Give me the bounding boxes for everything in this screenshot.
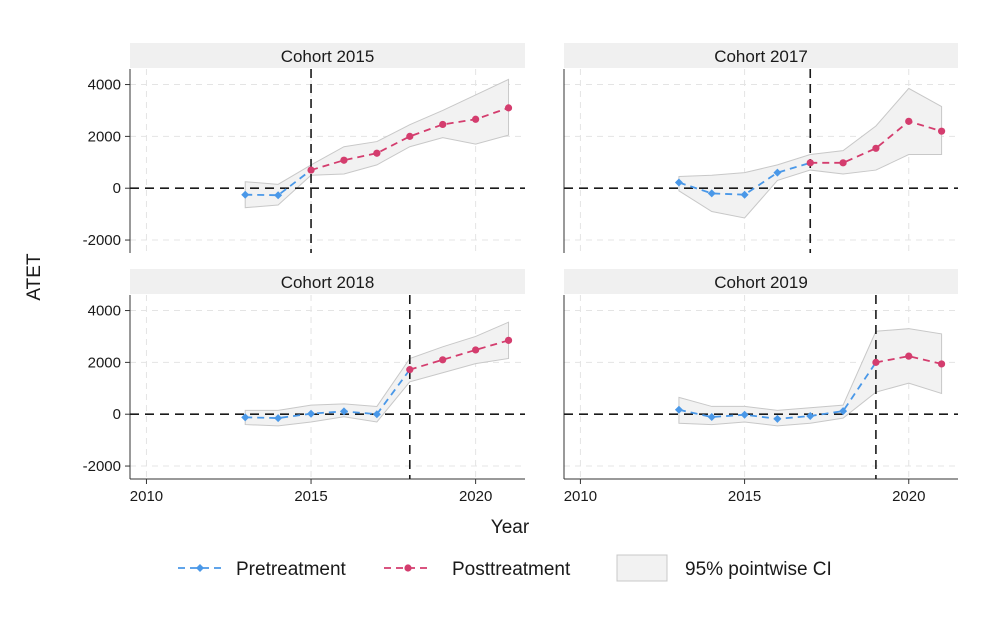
panel-cohort-2018: Cohort 2018 -2000 0 2000 4000 2010 2015 2020: [83, 269, 525, 505]
legend: Pretreatment Posttreatment 95% pointwise C…: [178, 554, 832, 582]
panel-title: Cohort 2017: [714, 47, 808, 66]
x-tick-label: 2015: [728, 488, 761, 505]
posttreatment-point: [472, 346, 480, 354]
posttreatment-point: [406, 132, 414, 140]
pretreatment-point: [740, 190, 749, 199]
legend-pretreatment-marker: [196, 564, 204, 572]
pretreatment-point: [339, 407, 348, 416]
posttreatment-point: [439, 120, 447, 129]
pretreatment-point: [674, 405, 683, 414]
panel-title: Cohort 2018: [281, 273, 375, 292]
pretreatment-point: [674, 178, 683, 187]
posttreatment-point: [340, 156, 348, 164]
y-tick-label: 4000: [88, 303, 121, 320]
panel-cohort-2015: Cohort 2015 -2000 0 2000 4000: [83, 43, 525, 253]
pretreatment-point: [740, 410, 749, 419]
x-tick-label: 2020: [459, 488, 492, 505]
y-tick-label: 0: [113, 406, 121, 423]
y-tick-label: -2000: [83, 458, 121, 475]
posttreatment-point: [806, 159, 814, 167]
pretreatment-point: [707, 189, 716, 198]
posttreatment-point: [504, 104, 513, 112]
posttreatment-point: [872, 144, 880, 152]
y-tick-label: 0: [113, 180, 121, 197]
pretreatment-line: [245, 369, 411, 420]
x-tick-label: 2010: [564, 488, 597, 505]
panel-cohort-2019: Cohort 2019 2010 2015 2020: [563, 269, 958, 505]
pretreatment-point: [773, 414, 782, 423]
posttreatment-line: [810, 120, 942, 164]
posttreatment-point: [472, 115, 480, 123]
legend-posttreatment-marker: [404, 564, 412, 572]
pretreatment-point: [274, 414, 283, 423]
posttreatment-point: [905, 117, 913, 125]
posttreatment-point: [937, 360, 946, 368]
x-tick-label: 2015: [294, 488, 327, 505]
legend-posttreatment-label: Posttreatment: [452, 559, 571, 580]
y-axis-title: ATET: [24, 253, 45, 301]
pretreatment-point: [307, 409, 316, 418]
y-tick-label: 2000: [88, 128, 121, 145]
posttreatment-point: [373, 149, 381, 157]
y-tick-label: -2000: [83, 232, 121, 249]
pretreatment-point: [372, 410, 381, 419]
pretreatment-point: [806, 412, 815, 421]
posttreatment-point: [905, 352, 913, 360]
ci-band: [244, 321, 510, 427]
x-axis-title: Year: [491, 517, 530, 538]
pretreatment-point: [241, 413, 250, 422]
ci-band: [678, 87, 943, 219]
panel-strip: [130, 269, 525, 294]
posttreatment-point: [839, 159, 847, 167]
pretreatment-point: [839, 407, 848, 416]
pretreatment-point: [241, 190, 250, 199]
pretreatment-point: [274, 191, 283, 200]
panel-strip: [564, 43, 958, 68]
panel-title: Cohort 2019: [714, 273, 808, 292]
legend-pretreatment-label: Pretreatment: [236, 559, 347, 580]
panel-cohort-2017: Cohort 2017: [563, 43, 958, 253]
panel-title: Cohort 2015: [281, 47, 375, 66]
legend-ci-label: 95% pointwise CI: [685, 559, 832, 580]
y-tick-label: 2000: [88, 354, 121, 371]
legend-ci-swatch: [616, 554, 668, 582]
pretreatment-point: [707, 413, 716, 422]
ci-band: [678, 328, 943, 427]
panel-strip: [130, 43, 525, 68]
posttreatment-line: [409, 339, 509, 371]
posttreatment-point: [307, 166, 315, 174]
posttreatment-point: [937, 127, 946, 135]
panel-strip: [564, 269, 958, 294]
posttreatment-point: [439, 356, 447, 364]
x-tick-label: 2020: [892, 488, 925, 505]
posttreatment-point: [504, 336, 513, 344]
posttreatment-point: [872, 358, 880, 366]
x-tick-label: 2010: [130, 488, 163, 505]
pretreatment-point: [773, 168, 782, 177]
posttreatment-point: [406, 366, 414, 374]
y-tick-label: 4000: [88, 77, 121, 94]
pretreatment-line: [245, 169, 312, 197]
